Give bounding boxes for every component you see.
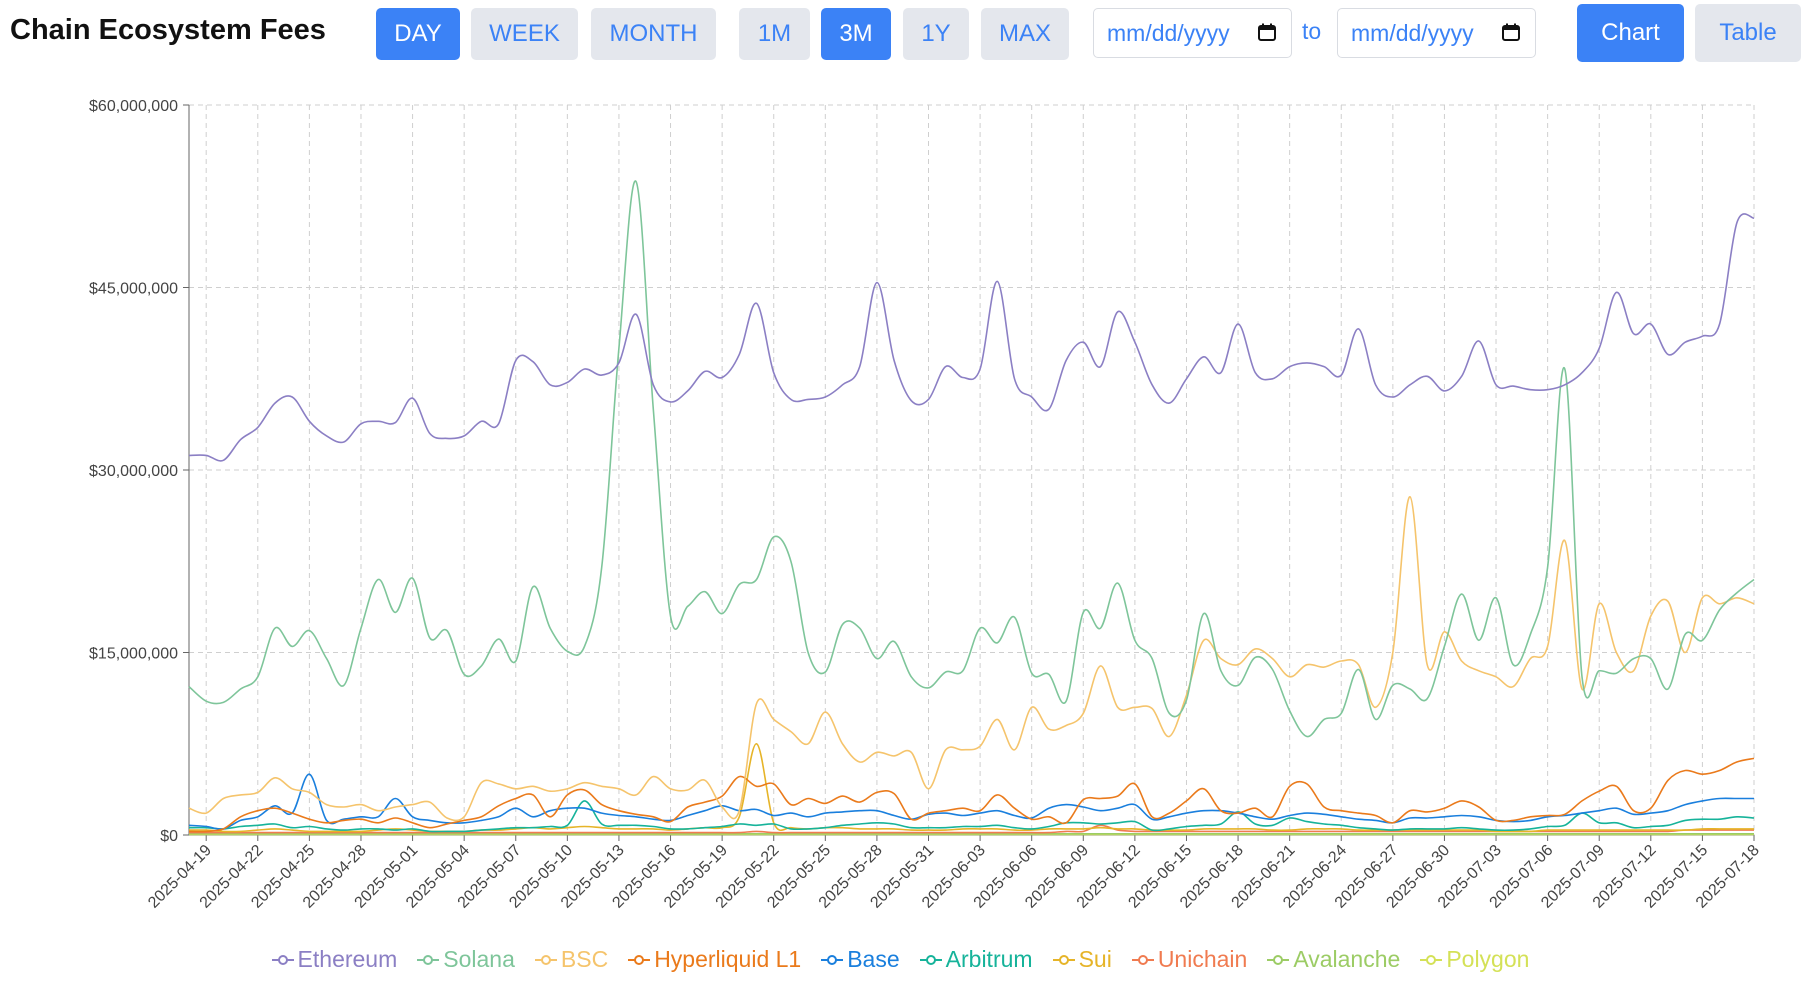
legend-label: Base bbox=[847, 946, 900, 972]
legend-label: Hyperliquid L1 bbox=[654, 946, 802, 972]
date-from-input[interactable]: mm/dd/yyyy bbox=[1093, 8, 1292, 58]
legend-label: Ethereum bbox=[297, 946, 398, 972]
legend-label: Arbitrum bbox=[945, 946, 1033, 972]
legend-item-avalanche[interactable]: Avalanche bbox=[1267, 946, 1400, 973]
granularity-month-button[interactable]: MONTH bbox=[591, 8, 716, 60]
range-1m-button[interactable]: 1M bbox=[739, 8, 810, 60]
date-to-placeholder: mm/dd/yyyy bbox=[1351, 19, 1474, 46]
chart-view-button[interactable]: Chart bbox=[1577, 4, 1684, 62]
legend-label: Solana bbox=[443, 946, 515, 972]
legend-label: BSC bbox=[560, 946, 609, 972]
legend-item-polygon[interactable]: Polygon bbox=[1420, 946, 1529, 973]
series-line-sui bbox=[188, 742, 1754, 833]
legend-item-unichain[interactable]: Unichain bbox=[1131, 946, 1248, 973]
page-title: Chain Ecosystem Fees bbox=[10, 14, 326, 46]
legend-marker-icon bbox=[1267, 954, 1290, 965]
legend-item-sui[interactable]: Sui bbox=[1052, 946, 1112, 973]
calendar-icon[interactable] bbox=[1257, 22, 1277, 42]
legend-marker-icon bbox=[534, 954, 557, 965]
series-line-solana bbox=[188, 180, 1755, 738]
legend-marker-icon bbox=[1131, 954, 1154, 965]
legend-marker-icon bbox=[919, 954, 942, 965]
legend-marker-icon bbox=[271, 954, 294, 965]
legend-marker-icon bbox=[1052, 954, 1075, 965]
legend-item-arbitrum[interactable]: Arbitrum bbox=[919, 946, 1033, 973]
legend-item-ethereum[interactable]: Ethereum bbox=[271, 946, 398, 973]
legend-item-bsc[interactable]: BSC bbox=[534, 946, 609, 973]
legend-marker-icon bbox=[1420, 954, 1443, 965]
granularity-day-button[interactable]: DAY bbox=[376, 8, 460, 60]
series-line-arbitrum bbox=[188, 800, 1755, 833]
date-from-placeholder: mm/dd/yyyy bbox=[1107, 19, 1230, 46]
calendar-icon[interactable] bbox=[1501, 22, 1521, 42]
range-3m-button[interactable]: 3M bbox=[821, 8, 891, 60]
y-tick-label: $60,000,000 bbox=[89, 98, 178, 115]
y-tick-label: $15,000,000 bbox=[89, 646, 178, 663]
range-1y-button[interactable]: 1Y bbox=[903, 8, 969, 60]
y-tick-label: $45,000,000 bbox=[89, 281, 178, 298]
series-line-ethereum bbox=[188, 213, 1755, 462]
legend-label: Sui bbox=[1078, 946, 1112, 972]
legend-marker-icon bbox=[628, 954, 651, 965]
legend-label: Avalanche bbox=[1293, 946, 1401, 972]
granularity-week-button[interactable]: WEEK bbox=[471, 8, 578, 60]
legend-marker-icon bbox=[417, 954, 440, 965]
legend-label: Polygon bbox=[1446, 946, 1530, 972]
legend-label: Unichain bbox=[1157, 946, 1248, 972]
table-view-button[interactable]: Table bbox=[1695, 4, 1801, 62]
legend-item-base[interactable]: Base bbox=[821, 946, 900, 973]
series-line-hyperliquid-l1 bbox=[188, 757, 1755, 833]
date-range-separator: to bbox=[1302, 18, 1322, 44]
legend-item-hyperliquid-l1[interactable]: Hyperliquid L1 bbox=[628, 946, 801, 973]
date-to-input[interactable]: mm/dd/yyyy bbox=[1337, 8, 1536, 58]
range-max-button[interactable]: MAX bbox=[981, 8, 1069, 60]
chart-legend: Ethereum Solana BSC Hyperliquid L1 Base Arbit… bbox=[0, 946, 1801, 973]
y-tick-label: $30,000,000 bbox=[89, 463, 178, 480]
series-line-bsc bbox=[188, 495, 1755, 822]
y-tick-label: $0 bbox=[160, 828, 178, 845]
legend-marker-icon bbox=[821, 954, 844, 965]
legend-item-solana[interactable]: Solana bbox=[417, 946, 515, 973]
